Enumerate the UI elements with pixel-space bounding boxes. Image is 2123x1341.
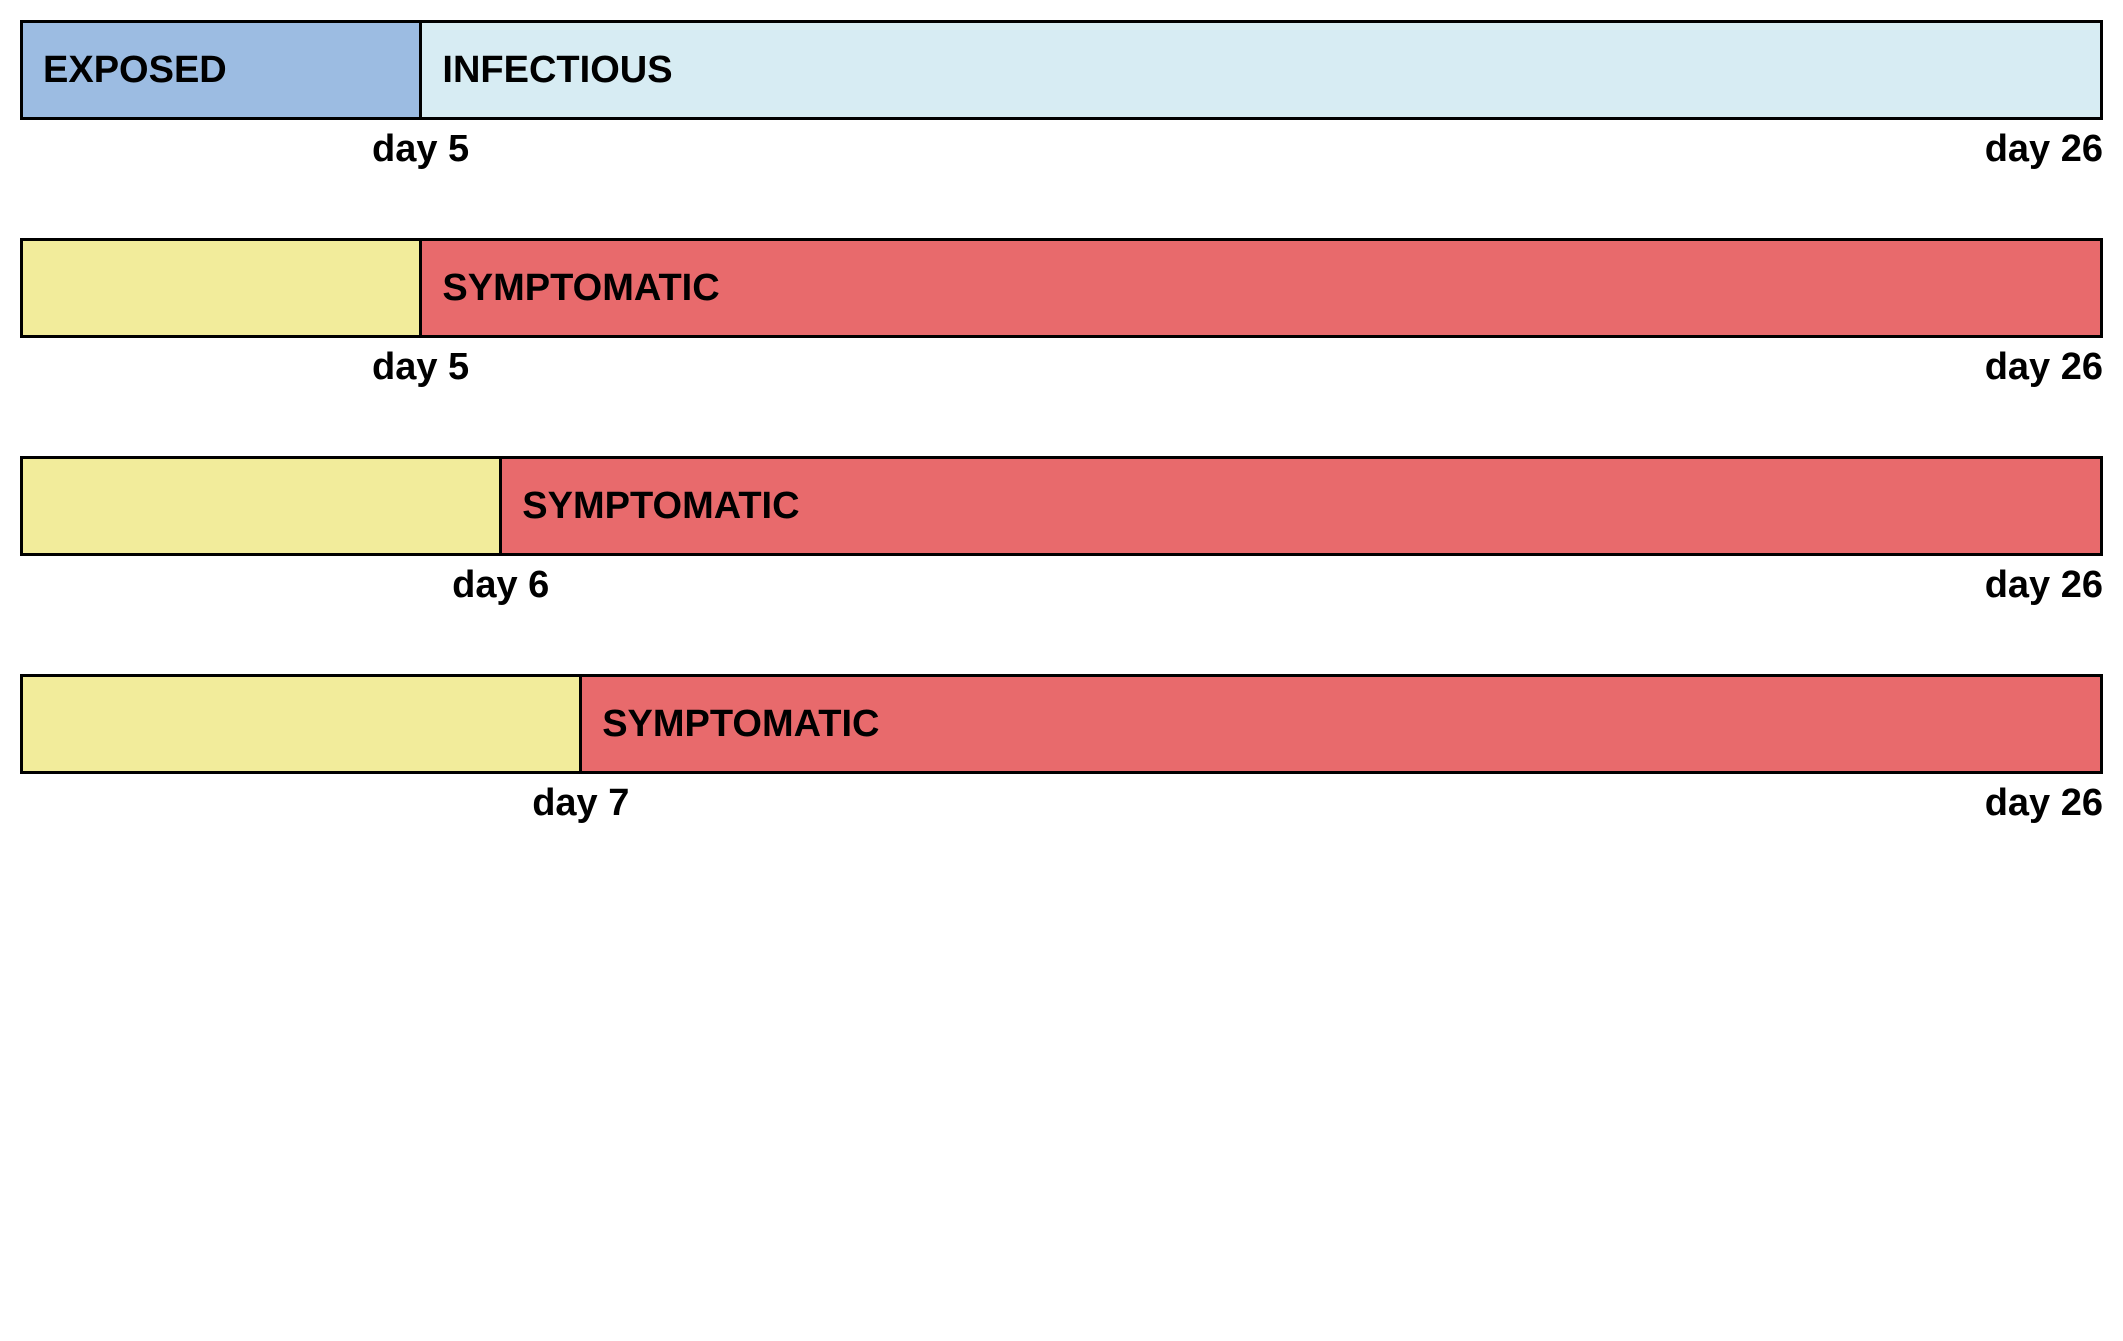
day-label: day 7 (532, 782, 629, 825)
day-labels: day 7 day 26 (20, 782, 2103, 832)
timeline-row: SYMPTOMATIC day 5 day 26 (20, 238, 2103, 396)
bar-wrapper: SYMPTOMATIC (20, 238, 2103, 338)
day-label: day 26 (1985, 128, 2103, 171)
day-label: day 6 (452, 564, 549, 607)
bar-wrapper: EXPOSED INFECTIOUS (20, 20, 2103, 120)
segment-presymptomatic (23, 677, 582, 771)
segment-presymptomatic (23, 459, 502, 553)
day-label: day 26 (1985, 346, 2103, 389)
segment-presymptomatic (23, 241, 422, 335)
timeline-row: SYMPTOMATIC day 6 day 26 (20, 456, 2103, 614)
day-label: day 5 (372, 346, 469, 389)
day-label: day 26 (1985, 782, 2103, 825)
segment-symptomatic: SYMPTOMATIC (502, 459, 2100, 553)
timeline-diagram: EXPOSED INFECTIOUS day 5 day 26 SYMPTOMA… (20, 20, 2103, 832)
timeline-row: EXPOSED INFECTIOUS day 5 day 26 (20, 20, 2103, 178)
day-labels: day 6 day 26 (20, 564, 2103, 614)
day-label: day 26 (1985, 564, 2103, 607)
day-labels: day 5 day 26 (20, 128, 2103, 178)
bar-wrapper: SYMPTOMATIC (20, 674, 2103, 774)
day-labels: day 5 day 26 (20, 346, 2103, 396)
segment-symptomatic: SYMPTOMATIC (582, 677, 2100, 771)
day-label: day 5 (372, 128, 469, 171)
segment-exposed: EXPOSED (23, 23, 422, 117)
segment-infectious: INFECTIOUS (422, 23, 2100, 117)
bar-wrapper: SYMPTOMATIC (20, 456, 2103, 556)
timeline-row: SYMPTOMATIC day 7 day 26 (20, 674, 2103, 832)
segment-symptomatic: SYMPTOMATIC (422, 241, 2100, 335)
